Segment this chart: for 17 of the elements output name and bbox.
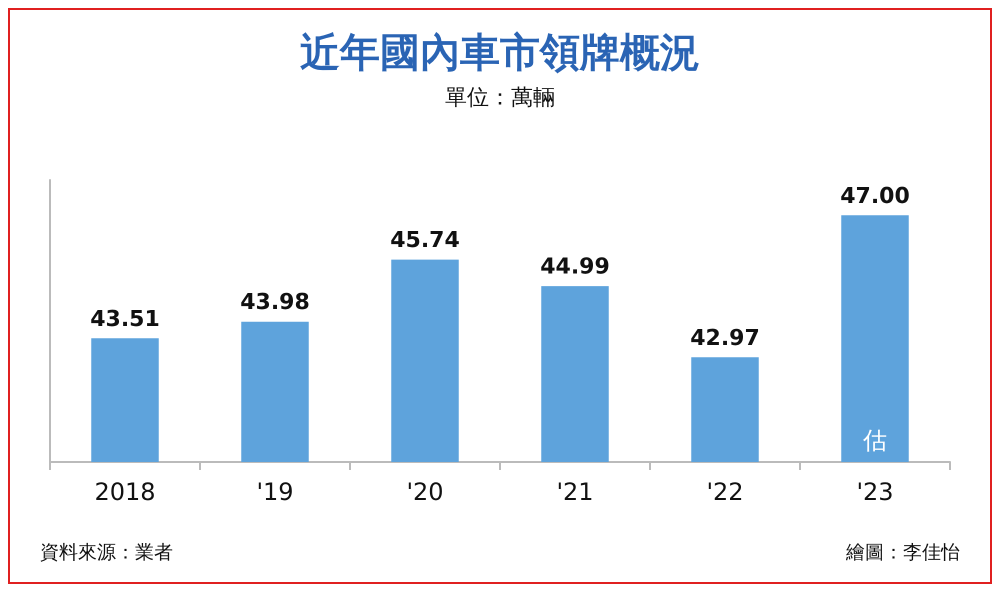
x-tick-label: '23	[856, 478, 894, 506]
annotation: 估	[862, 426, 887, 455]
source-note: 資料來源：業者	[40, 542, 173, 564]
data-label: 44.99	[540, 254, 610, 280]
x-tick-label: '20	[406, 478, 444, 506]
x-tick-label: 2018	[94, 478, 156, 506]
text: 繪圖：李佳怡	[845, 542, 960, 564]
data-label: 43.98	[240, 290, 310, 316]
chart-title: 近年國內車市領牌概況	[300, 30, 700, 76]
x-tick-label: '19	[256, 478, 294, 506]
data-label: 43.51	[90, 306, 160, 332]
data-label: 47.00	[840, 184, 910, 209]
chart-subtitle: 單位：萬輛	[445, 86, 555, 110]
x-tick-label: '21	[556, 478, 594, 506]
x-tick-label: '22	[706, 478, 744, 506]
data-label: 45.74	[390, 228, 460, 254]
data-label: 42.97	[690, 326, 760, 351]
